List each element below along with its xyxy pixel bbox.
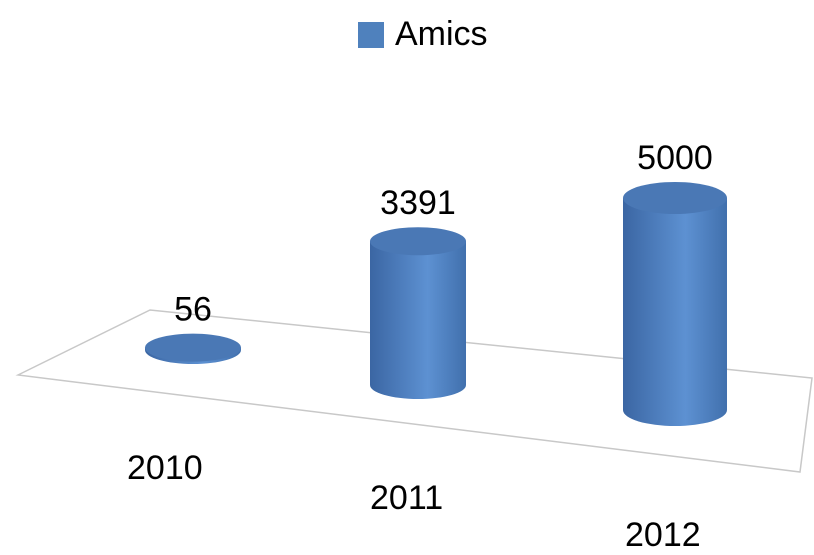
cylinder-body [623, 198, 727, 426]
cylinder-body [370, 241, 466, 399]
cylinder [623, 182, 727, 426]
x-tick-label: 2012 [625, 516, 701, 554]
cylinder [145, 333, 241, 364]
legend-label: Amics [395, 15, 488, 53]
value-label: 5000 [637, 139, 713, 177]
x-tick-label: 2010 [127, 449, 203, 487]
value-label: 3391 [380, 184, 456, 222]
cylinder-top [623, 182, 727, 214]
value-label: 56 [174, 291, 212, 329]
cylinder-top [145, 333, 241, 362]
cylinder [370, 227, 466, 399]
x-tick-label: 2011 [370, 479, 443, 517]
cylinder-top [370, 227, 466, 256]
legend-swatch [358, 22, 384, 48]
